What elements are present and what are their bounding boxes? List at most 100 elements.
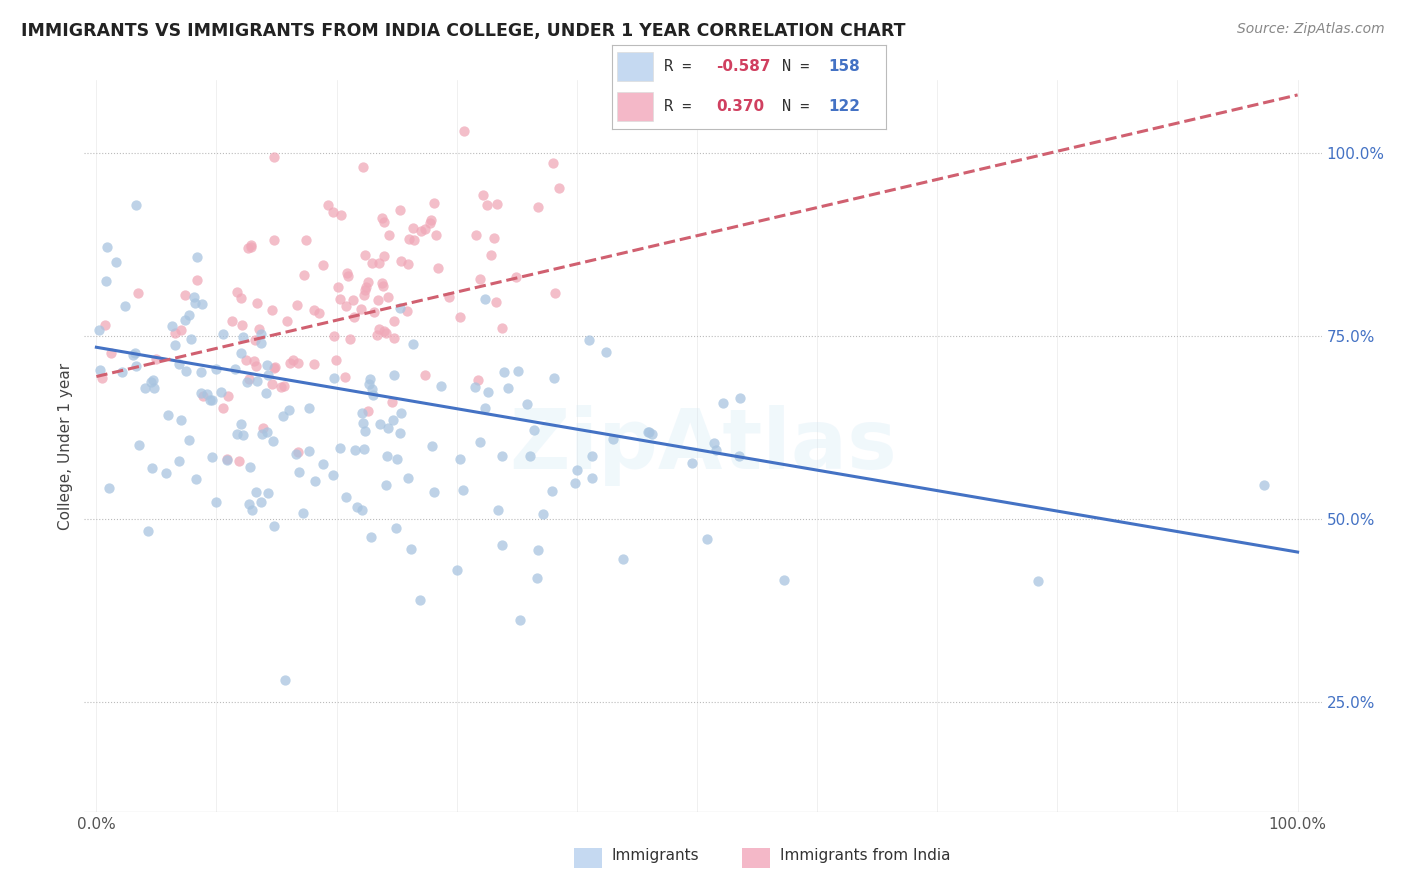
Point: [228, 453, 250, 467]
Point: [163, 326, 186, 340]
Point: [304, 474, 326, 488]
Point: [191, 297, 214, 311]
Point: [508, 364, 530, 378]
Point: [477, 385, 499, 400]
Point: [201, 392, 224, 407]
Point: [215, 452, 238, 467]
Point: [335, 490, 357, 504]
Point: [399, 541, 422, 556]
Point: [104, 255, 127, 269]
Point: [391, 253, 413, 268]
Point: [263, 150, 285, 164]
Point: [285, 297, 308, 311]
Point: [278, 356, 301, 370]
Point: [100, 345, 122, 359]
Point: [256, 425, 278, 440]
Point: [378, 227, 401, 242]
Point: [125, 197, 148, 211]
Point: [190, 386, 212, 401]
Point: [186, 272, 208, 286]
Point: [602, 432, 624, 446]
Point: [263, 233, 285, 247]
Point: [344, 442, 367, 457]
Point: [326, 279, 349, 293]
Point: [308, 306, 330, 320]
Point: [328, 442, 350, 456]
Point: [174, 364, 197, 378]
Point: [298, 444, 321, 458]
Point: [363, 305, 385, 319]
Point: [157, 408, 180, 422]
Point: [240, 502, 263, 516]
Point: [388, 425, 411, 440]
Point: [91, 371, 114, 385]
Text: 0.370: 0.370: [716, 99, 763, 114]
Point: [323, 328, 346, 343]
Point: [322, 467, 344, 482]
Point: [375, 450, 398, 464]
Point: [547, 181, 569, 195]
Point: [377, 289, 399, 303]
Point: [257, 486, 280, 500]
Point: [250, 327, 273, 342]
Point: [366, 327, 388, 342]
Bar: [617, 53, 652, 81]
Point: [183, 290, 205, 304]
Point: [232, 329, 254, 343]
Point: [581, 471, 603, 485]
Point: [225, 427, 247, 442]
Point: [170, 323, 193, 337]
Point: [543, 371, 565, 385]
Point: [342, 293, 364, 308]
Point: [373, 215, 395, 229]
Point: [111, 365, 134, 379]
Point: [143, 382, 166, 396]
Point: [359, 377, 381, 392]
Point: [449, 452, 471, 467]
Point: [423, 195, 446, 210]
Point: [352, 406, 374, 420]
Point: [339, 332, 361, 346]
Point: [232, 428, 254, 442]
Point: [541, 156, 564, 170]
Point: [429, 379, 451, 393]
Point: [531, 507, 554, 521]
Text: Source: ZipAtlas.com: Source: ZipAtlas.com: [1237, 22, 1385, 37]
Point: [357, 276, 380, 290]
Point: [155, 466, 177, 480]
Point: [527, 543, 550, 558]
Point: [453, 124, 475, 138]
Point: [491, 538, 513, 552]
Point: [246, 296, 269, 310]
Point: [360, 255, 382, 269]
Point: [578, 333, 600, 347]
Point: [368, 417, 391, 431]
Point: [491, 449, 513, 463]
Point: [304, 357, 326, 371]
Point: [297, 401, 319, 415]
Point: [238, 372, 260, 386]
Point: [474, 401, 496, 415]
Text: ZipAtlas: ZipAtlas: [509, 406, 897, 486]
Point: [354, 279, 377, 293]
Point: [198, 393, 221, 408]
Point: [361, 388, 384, 402]
Point: [247, 322, 270, 336]
Point: [637, 425, 659, 439]
Point: [276, 314, 298, 328]
Point: [396, 304, 419, 318]
Point: [420, 213, 443, 227]
Point: [229, 417, 252, 431]
Point: [496, 381, 519, 395]
Point: [381, 413, 404, 427]
Point: [287, 445, 309, 459]
Point: [385, 452, 408, 467]
Point: [564, 476, 586, 491]
Point: [350, 503, 373, 517]
Point: [706, 442, 728, 457]
Text: R =: R =: [664, 99, 710, 114]
Point: [87, 323, 110, 337]
Point: [479, 248, 502, 262]
Point: [464, 379, 486, 393]
Point: [165, 338, 187, 352]
